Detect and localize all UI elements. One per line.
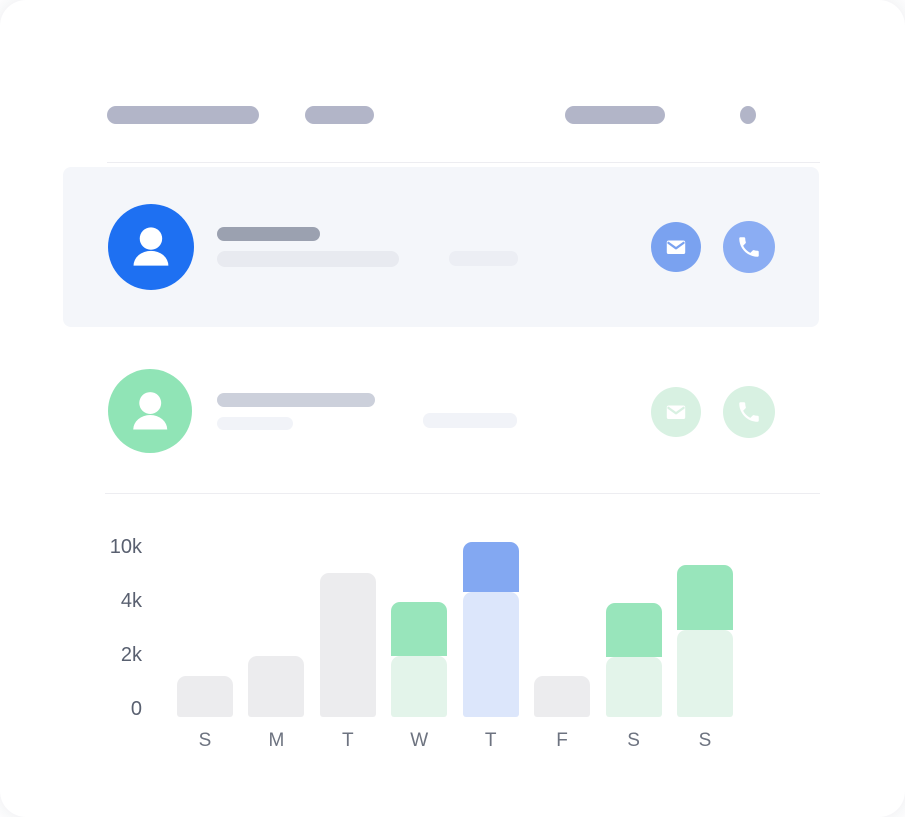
- meta-skeleton: [449, 251, 518, 266]
- x-axis-label: M: [268, 730, 285, 751]
- detail-skeleton: [217, 251, 399, 267]
- phone-icon: [739, 402, 759, 422]
- name-skeleton: [217, 393, 375, 407]
- phone-button[interactable]: [723, 221, 775, 273]
- x-axis-label: T: [484, 730, 497, 751]
- divider: [105, 493, 820, 494]
- bar-segment: [248, 656, 305, 717]
- chart-bar: [319, 573, 376, 717]
- bar-segment: [391, 656, 448, 717]
- nav-placeholder-2: [305, 106, 374, 124]
- chart-bar: [605, 603, 662, 717]
- chart-bar: [177, 676, 233, 717]
- nav-bar: [0, 0, 905, 160]
- bar-segment: [534, 676, 591, 717]
- x-axis-label: F: [556, 730, 568, 751]
- contact-row-selected[interactable]: [63, 167, 819, 327]
- chart-bar: [534, 676, 591, 717]
- nav-placeholder-1: [107, 106, 259, 124]
- meta-skeleton: [423, 413, 517, 428]
- email-button[interactable]: [651, 387, 701, 437]
- y-axis-tick: 0: [130, 698, 142, 720]
- detail-skeleton: [217, 417, 293, 430]
- chart-bars: [177, 530, 733, 717]
- chart-bar: [676, 565, 733, 717]
- y-axis-tick: 2k: [120, 644, 142, 666]
- bar-segment: [462, 592, 519, 717]
- person-icon: [132, 391, 168, 430]
- bar-segment: [319, 573, 376, 717]
- chart-bar: [462, 542, 519, 717]
- chart-bar: [248, 656, 305, 717]
- email-button[interactable]: [651, 222, 701, 272]
- nav-dot-placeholder: [740, 106, 756, 124]
- bar-segment: [605, 603, 662, 657]
- y-axis-tick: 4k: [120, 590, 142, 612]
- person-icon: [133, 227, 169, 266]
- bar-segment: [676, 630, 733, 717]
- y-axis: 10k 4k 2k 0: [95, 530, 145, 730]
- x-axis-label: S: [698, 730, 712, 751]
- phone-icon: [739, 237, 759, 257]
- y-axis-tick: 10k: [109, 536, 142, 558]
- envelope-icon: [666, 240, 686, 255]
- avatar: [108, 204, 194, 290]
- envelope-icon: [666, 405, 686, 420]
- name-skeleton: [217, 227, 320, 241]
- bar-segment: [177, 676, 233, 717]
- chart-bar: [391, 602, 448, 717]
- weekly-bar-chart: 10k 4k 2k 0 S M T W T F S S: [0, 530, 905, 817]
- x-axis-label: T: [342, 730, 354, 751]
- contact-row[interactable]: [63, 352, 819, 472]
- avatar: [108, 369, 192, 453]
- bar-segment: [462, 542, 519, 592]
- phone-button[interactable]: [723, 386, 775, 438]
- x-axis-label: S: [198, 730, 212, 751]
- divider: [107, 162, 820, 163]
- x-axis-label: W: [410, 730, 429, 751]
- bar-segment: [391, 602, 448, 656]
- bar-segment: [676, 565, 733, 630]
- bar-segment: [605, 657, 662, 717]
- x-axis-label: S: [627, 730, 640, 751]
- nav-placeholder-3: [565, 106, 665, 124]
